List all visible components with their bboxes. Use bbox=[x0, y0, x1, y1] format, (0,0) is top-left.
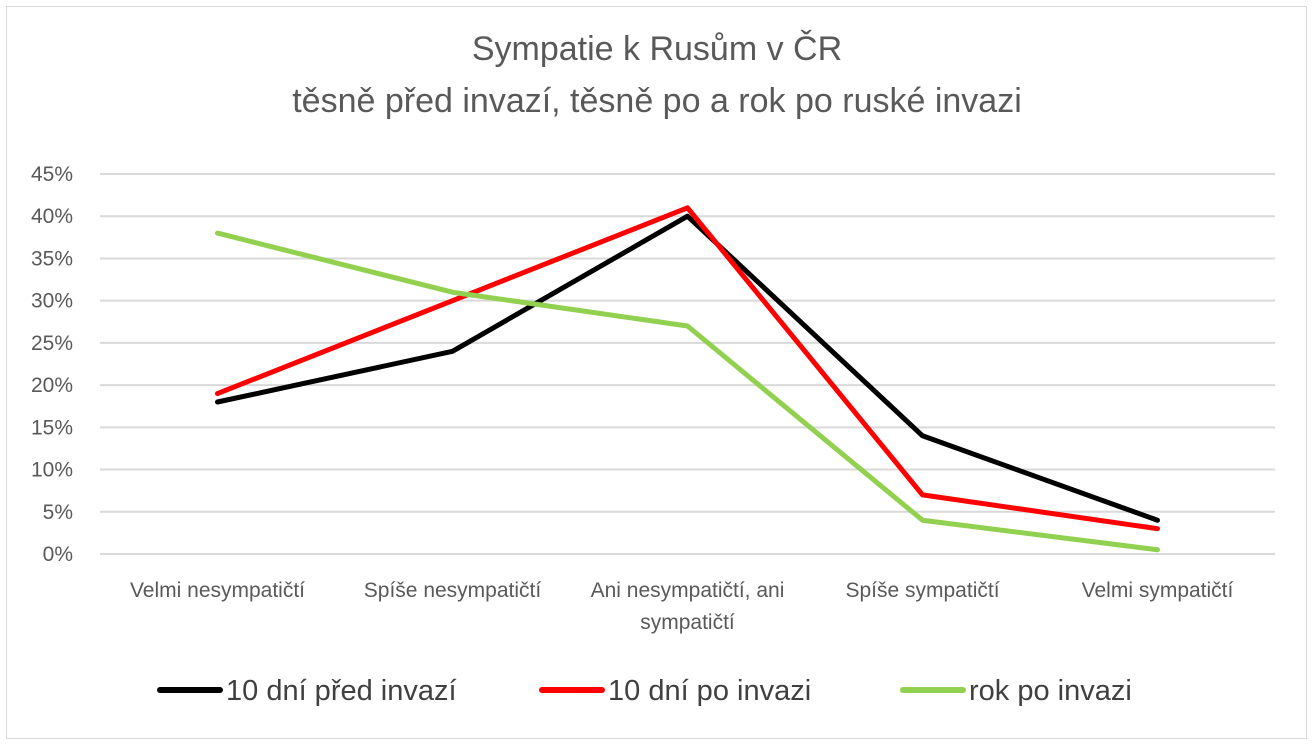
chart-title-line-1: Sympatie k Rusům v ČR bbox=[472, 30, 842, 68]
legend-label: 10 dní před invazí bbox=[226, 675, 457, 707]
series-line-1 bbox=[215, 213, 1160, 523]
y-tick-label: 20% bbox=[31, 374, 73, 397]
y-tick-label: 25% bbox=[31, 332, 73, 355]
y-tick-label: 0% bbox=[43, 543, 73, 566]
legend-item-2: 10 dní po invazi bbox=[539, 675, 811, 707]
y-tick-label: 45% bbox=[31, 163, 73, 186]
x-tick-label: Velmi nesympatičtí bbox=[130, 579, 305, 602]
chart-title-line-2: těsně před invazí, těsně po a rok po rus… bbox=[292, 82, 1022, 120]
chart-frame bbox=[6, 6, 1307, 739]
x-tick-label: Spíše sympatičtí bbox=[845, 579, 999, 602]
y-tick-label: 10% bbox=[31, 459, 73, 482]
y-tick-label: 35% bbox=[31, 247, 73, 270]
chart-title: Sympatie k Rusům v ČR těsně před invazí, … bbox=[292, 30, 1022, 120]
legend: 10 dní před invazí 10 dní po invazi rok po… bbox=[157, 675, 1132, 707]
y-axis-ticks: 0% 5% 10% 15% 20% 25% 30% 35% 40% 45% bbox=[31, 163, 73, 566]
legend-item-3: rok po invazi bbox=[900, 675, 1132, 707]
y-tick-label: 40% bbox=[31, 205, 73, 228]
legend-item-1: 10 dní před invazí bbox=[157, 675, 457, 707]
series-line-3 bbox=[215, 230, 1160, 553]
series-lines bbox=[215, 205, 1160, 553]
legend-label: rok po invazi bbox=[969, 675, 1132, 707]
x-axis-ticks: Velmi nesympatičtí Spíše nesympatičtí Ani … bbox=[130, 579, 1234, 634]
x-tick-label: sympatičtí bbox=[640, 611, 735, 634]
y-tick-label: 30% bbox=[31, 290, 73, 313]
x-tick-label: Velmi sympatičtí bbox=[1082, 579, 1234, 602]
x-tick-label: Spíše nesympatičtí bbox=[364, 579, 542, 602]
series-line-2 bbox=[215, 205, 1160, 532]
x-tick-label: Ani nesympatičtí, ani bbox=[591, 579, 785, 602]
y-tick-label: 5% bbox=[43, 501, 73, 524]
y-tick-label: 15% bbox=[31, 416, 73, 439]
legend-label: 10 dní po invazi bbox=[608, 675, 811, 707]
